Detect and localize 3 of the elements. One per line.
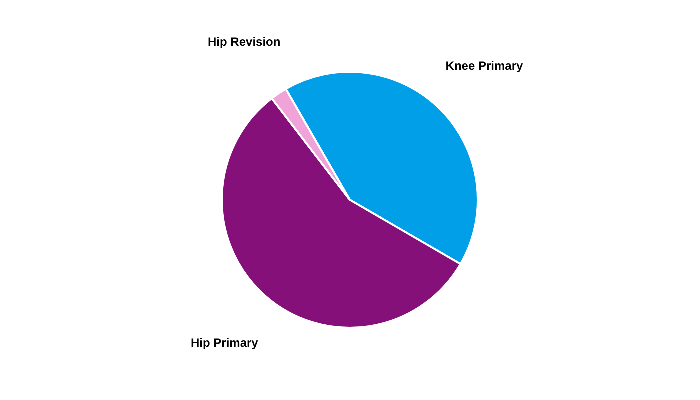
slice-label: Hip Primary (190, 336, 259, 350)
slice-label: Knee Primary (446, 58, 524, 73)
slice-label: Hip Revision (208, 35, 281, 50)
